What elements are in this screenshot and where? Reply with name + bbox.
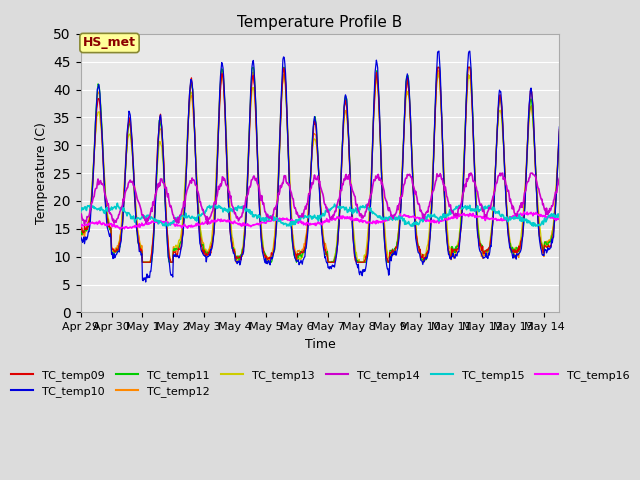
- TC_temp10: [145, 274, 152, 280]
- TC_temp09: [421, 254, 429, 260]
- TC_temp11: [145, 259, 152, 265]
- TC_temp12: [139, 259, 147, 265]
- TC_temp12: [464, 64, 472, 70]
- TC_temp13: [556, 132, 563, 137]
- TC_temp11: [282, 95, 290, 101]
- TC_temp10: [282, 71, 289, 76]
- TC_temp09: [300, 249, 307, 254]
- TC_temp10: [142, 279, 150, 285]
- TC_temp12: [145, 259, 152, 265]
- TC_temp13: [79, 228, 86, 234]
- TC_temp11: [422, 253, 429, 259]
- X-axis label: Time: Time: [305, 337, 335, 350]
- TC_temp14: [204, 221, 211, 227]
- TC_temp13: [139, 259, 147, 265]
- Line: TC_temp10: TC_temp10: [81, 51, 559, 282]
- TC_temp15: [77, 209, 84, 215]
- TC_temp13: [300, 249, 307, 255]
- TC_temp15: [113, 200, 121, 206]
- TC_temp16: [556, 216, 563, 222]
- TC_temp13: [77, 227, 84, 232]
- TC_temp09: [79, 230, 86, 236]
- TC_temp15: [556, 214, 563, 220]
- Line: TC_temp09: TC_temp09: [81, 67, 559, 262]
- Line: TC_temp11: TC_temp11: [81, 67, 559, 262]
- TC_temp11: [249, 64, 257, 70]
- TC_temp12: [79, 232, 86, 238]
- Text: HS_met: HS_met: [83, 36, 136, 49]
- TC_temp12: [282, 87, 289, 93]
- TC_temp11: [433, 68, 441, 73]
- TC_temp09: [139, 259, 147, 265]
- TC_temp11: [139, 259, 147, 265]
- TC_temp12: [556, 138, 563, 144]
- TC_temp09: [433, 82, 440, 88]
- TC_temp10: [77, 238, 84, 244]
- TC_temp09: [145, 259, 152, 265]
- TC_temp16: [116, 226, 124, 232]
- TC_temp16: [145, 220, 152, 226]
- TC_temp14: [79, 217, 86, 223]
- TC_temp09: [556, 127, 563, 132]
- TC_temp13: [421, 252, 429, 257]
- TC_temp15: [422, 214, 429, 219]
- TC_temp10: [79, 240, 86, 245]
- Line: TC_temp12: TC_temp12: [81, 67, 559, 262]
- TC_temp16: [79, 223, 86, 228]
- TC_temp16: [421, 216, 429, 222]
- TC_temp14: [467, 170, 475, 176]
- TC_temp10: [435, 48, 443, 54]
- TC_temp13: [435, 70, 442, 76]
- TC_temp12: [421, 258, 429, 264]
- TC_temp14: [144, 218, 152, 224]
- TC_temp11: [79, 228, 86, 234]
- TC_temp12: [300, 244, 307, 250]
- Legend: TC_temp09, TC_temp10, TC_temp11, TC_temp12, TC_temp13, TC_temp14, TC_temp15, TC_: TC_temp09, TC_temp10, TC_temp11, TC_temp…: [6, 365, 634, 401]
- TC_temp15: [79, 205, 86, 211]
- TC_temp10: [421, 257, 429, 263]
- TC_temp14: [77, 213, 84, 219]
- TC_temp10: [300, 256, 307, 262]
- TC_temp10: [556, 124, 563, 130]
- Y-axis label: Temperature (C): Temperature (C): [35, 122, 48, 224]
- TC_temp11: [300, 250, 308, 256]
- TC_temp10: [433, 72, 440, 78]
- TC_temp16: [77, 224, 84, 230]
- TC_temp14: [282, 173, 289, 179]
- Line: TC_temp14: TC_temp14: [81, 173, 559, 224]
- TC_temp12: [433, 87, 440, 93]
- TC_temp16: [520, 209, 528, 215]
- TC_temp13: [282, 83, 289, 88]
- TC_temp14: [300, 211, 307, 216]
- Line: TC_temp15: TC_temp15: [81, 203, 559, 226]
- TC_temp13: [433, 88, 440, 94]
- Line: TC_temp13: TC_temp13: [81, 73, 559, 262]
- TC_temp16: [300, 222, 307, 228]
- TC_temp15: [145, 212, 152, 218]
- TC_temp15: [433, 215, 441, 220]
- Line: TC_temp16: TC_temp16: [81, 212, 559, 229]
- TC_temp14: [556, 175, 563, 181]
- Title: Temperature Profile B: Temperature Profile B: [237, 15, 403, 30]
- TC_temp11: [556, 129, 563, 135]
- TC_temp15: [282, 221, 290, 227]
- TC_temp09: [77, 228, 84, 233]
- TC_temp14: [421, 213, 429, 218]
- TC_temp15: [300, 214, 308, 220]
- TC_temp16: [282, 216, 289, 222]
- TC_temp13: [145, 259, 152, 265]
- TC_temp12: [77, 228, 84, 233]
- TC_temp16: [433, 220, 440, 226]
- TC_temp15: [164, 223, 172, 229]
- TC_temp14: [433, 177, 440, 183]
- TC_temp09: [282, 80, 289, 85]
- TC_temp11: [77, 231, 84, 237]
- TC_temp09: [434, 64, 442, 70]
